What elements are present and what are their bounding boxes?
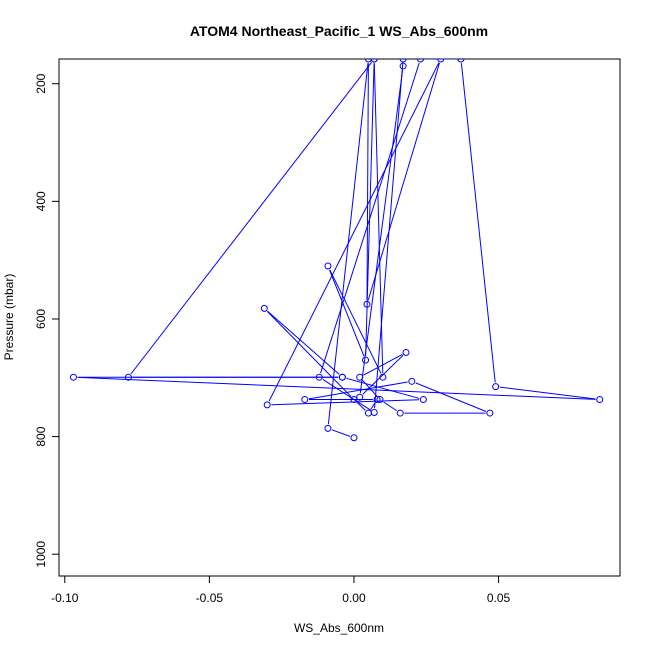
series-line-segment <box>359 70 404 394</box>
series-line-segment <box>356 402 366 411</box>
series-line-segment <box>308 381 408 400</box>
x-axis-label: WS_Abs_600nm <box>294 621 384 635</box>
data-point <box>356 393 364 401</box>
series-line-segment <box>415 382 487 412</box>
y-tick-label: 600 <box>34 309 48 329</box>
data-point <box>419 396 427 404</box>
y-axis: 200 400 600 800 1000 <box>34 73 60 568</box>
data-point <box>324 262 332 270</box>
data-point <box>399 59 407 63</box>
data-point <box>396 409 404 417</box>
data-point <box>363 300 371 308</box>
data-point <box>486 409 494 417</box>
series-line-segment <box>383 401 398 412</box>
data-point <box>324 424 332 432</box>
data-point <box>399 62 407 70</box>
chart-title: ATOM4 Northeast_Pacific_1 WS_Abs_600nm <box>190 23 488 39</box>
series-line-segment <box>130 62 373 375</box>
data-layer <box>69 59 604 442</box>
data-point <box>379 373 387 381</box>
data-point <box>301 396 309 404</box>
data-point <box>124 373 132 381</box>
x-tick-label: 0.00 <box>342 591 366 605</box>
data-point <box>437 59 445 63</box>
y-tick-label: 800 <box>34 426 48 446</box>
series-line-segment <box>266 311 352 397</box>
y-tick-label: 200 <box>34 73 48 93</box>
data-point <box>596 396 604 404</box>
data-point <box>370 408 378 416</box>
series-line-segment <box>499 386 596 400</box>
data-point <box>457 59 465 63</box>
series-line-segment <box>373 63 384 374</box>
x-tick-label: -0.10 <box>51 591 79 605</box>
plot-frame <box>58 58 621 577</box>
data-point <box>402 348 410 356</box>
data-point <box>338 373 346 381</box>
y-tick-label: 400 <box>34 191 48 211</box>
y-tick-label: 1000 <box>34 541 48 568</box>
series-line-segment <box>271 399 420 406</box>
series-line-segment <box>267 310 340 375</box>
x-tick-label: -0.05 <box>196 591 224 605</box>
data-point <box>492 383 500 391</box>
data-point <box>362 356 370 364</box>
series-line-segment <box>366 63 369 301</box>
series-line-segment <box>374 63 404 409</box>
series-line-segment <box>346 377 420 399</box>
data-point <box>408 377 416 385</box>
data-point <box>350 396 358 404</box>
data-point <box>373 396 381 404</box>
x-axis: -0.10 -0.05 0.00 0.05 <box>51 575 511 605</box>
data-point <box>263 401 271 409</box>
data-point <box>416 59 424 63</box>
series-line-segment <box>329 269 382 374</box>
data-point <box>69 373 77 381</box>
series-line-segment <box>370 402 376 410</box>
data-point <box>364 409 372 417</box>
series-line-segment <box>322 379 371 411</box>
series-line-segment <box>268 62 440 402</box>
data-point <box>260 304 268 312</box>
data-point <box>364 59 372 63</box>
series-line-segment <box>460 63 496 383</box>
x-tick-label: 0.05 <box>487 591 511 605</box>
data-point <box>350 434 358 442</box>
data-point <box>315 373 323 381</box>
data-point <box>376 396 384 404</box>
series-line-segment <box>329 269 365 357</box>
data-point <box>356 373 364 381</box>
y-axis-label: Pressure (mbar) <box>2 274 16 361</box>
data-point <box>370 59 378 63</box>
series-line-segment <box>331 429 351 437</box>
